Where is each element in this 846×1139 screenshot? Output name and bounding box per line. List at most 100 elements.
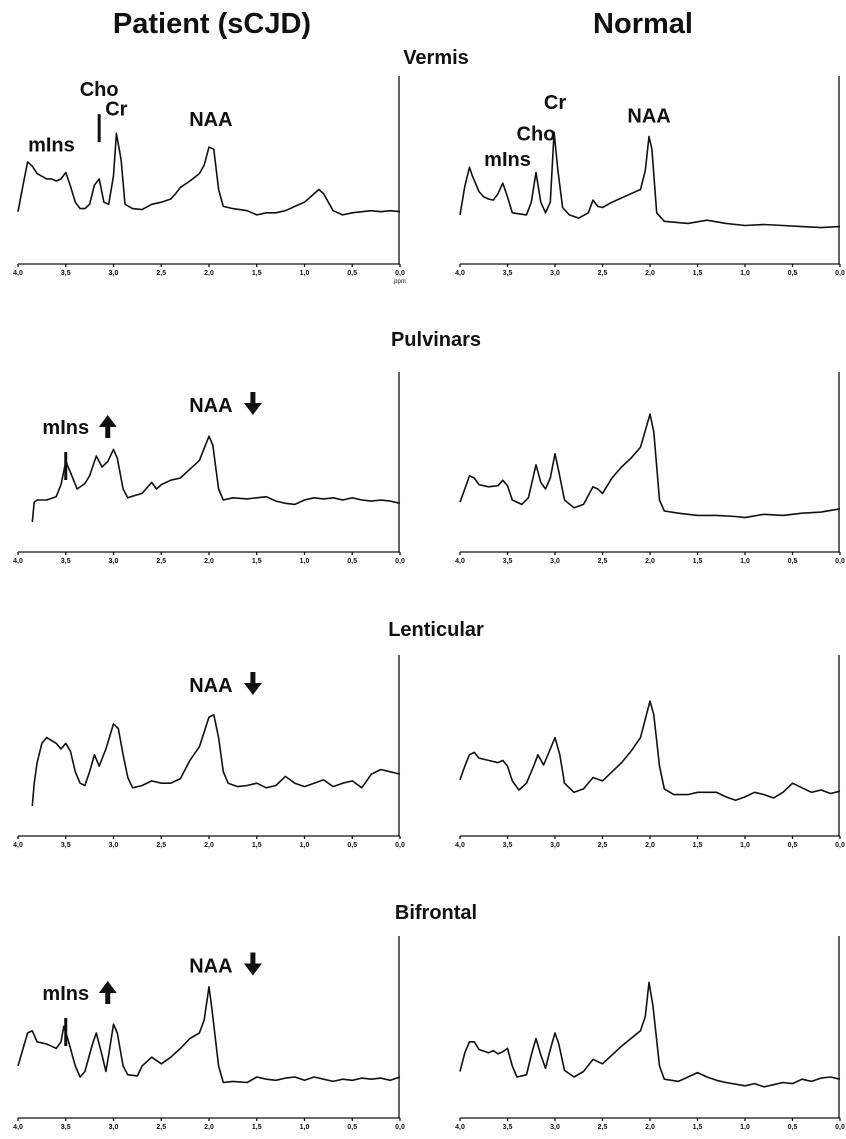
x-tick-label: 3,5 [61,558,71,565]
x-tick-label: 1,0 [740,558,750,565]
x-tick-label: 2,0 [645,270,655,277]
peak-label-mins: mIns [42,983,89,1005]
x-tick-label: 3,5 [503,270,513,277]
peak-label-mins: mIns [28,134,75,156]
x-tick-label: 3,0 [550,558,560,565]
x-tick-label: 1,5 [252,558,262,565]
x-tick-label: 0,5 [347,1124,357,1131]
x-tick-label: 1,5 [252,270,262,277]
x-tick-label: 2,5 [156,558,166,565]
x-tick-label: 2,5 [598,558,608,565]
peak-label-naa: NAA [189,956,232,978]
x-tick-label: 0,0 [395,842,405,849]
x-tick-label: 2,5 [598,1124,608,1131]
x-tick-label: 3,5 [61,270,71,277]
x-tick-label: 1,0 [740,842,750,849]
x-tick-label: 3,5 [503,558,513,565]
x-tick-label: 4,0 [13,270,23,277]
spectrum-line [459,700,841,802]
x-tick-label: 1,0 [740,1124,750,1131]
x-tick-label: 1,5 [693,842,703,849]
x-tick-label: 0,5 [788,558,798,565]
region-label-vermis: Vermis [403,47,469,69]
x-tick-label: 0,5 [788,270,798,277]
x-tick-label: 0,0 [395,558,405,565]
spectrum-line [459,131,841,229]
x-tick-label: 2,0 [204,1124,214,1131]
x-tick-label: 3,5 [61,842,71,849]
x-tick-label: 3,0 [109,1124,119,1131]
x-tick-label: 1,0 [300,270,310,277]
x-tick-label: 0,0 [395,270,405,277]
x-tick-label: 2,5 [598,842,608,849]
spectrum-panel-0: 4,0 3,5 3,0 2,5 2,0 1,5 1,0 0,5 0,0 ppm Vermis mIns… [13,47,469,285]
spectrum-panel-5: 4,0 3,5 3,0 2,5 2,0 1,5 1,0 0,5 0,0 [455,655,845,849]
x-tick-label: 3,0 [109,842,119,849]
x-tick-label: 0,0 [835,270,845,277]
spectrum-panel-2: 4,0 3,5 3,0 2,5 2,0 1,5 1,0 0,5 0,0 Pulvinars mIns… [13,329,481,565]
spectrum-panel-3: 4,0 3,5 3,0 2,5 2,0 1,5 1,0 0,5 0,0 [455,372,845,565]
arrow-down-icon [243,672,262,695]
x-tick-label: 4,0 [13,842,23,849]
x-tick-label: 1,0 [740,270,750,277]
x-tick-label: 4,0 [455,1124,465,1131]
spectrum-line [31,435,401,523]
peak-label-naa: NAA [189,395,232,417]
x-tick-label: 1,5 [693,1124,703,1131]
x-tick-label: 4,0 [455,842,465,849]
peak-label-cr: Cr [105,98,127,120]
x-tick-label: 2,0 [645,842,655,849]
spectrum-panel-6: 4,0 3,5 3,0 2,5 2,0 1,5 1,0 0,5 0,0 Bifrontal mIns… [13,902,477,1131]
x-tick-label: 0,5 [347,558,357,565]
x-tick-label: 2,5 [598,270,608,277]
x-tick-label: 1,0 [300,558,310,565]
arrow-down-icon [243,392,262,415]
x-tick-label: 3,0 [109,558,119,565]
region-label-lenticular: Lenticular [388,619,484,641]
peak-label-mins: mIns [42,417,89,439]
x-tick-label: 0,5 [788,842,798,849]
x-tick-label: 3,0 [550,270,560,277]
x-tick-label: 0,5 [347,270,357,277]
spectrum-line [31,714,401,807]
spectrum-line [17,986,401,1084]
region-label-pulvinars: Pulvinars [391,329,481,351]
spectrum-panel-4: 4,0 3,5 3,0 2,5 2,0 1,5 1,0 0,5 0,0 Lenticular NAA [13,619,484,849]
spectrum-panel-1: 4,0 3,5 3,0 2,5 2,0 1,5 1,0 0,5 0,0 mIns Cho Cr NAA [455,76,845,277]
x-tick-label: 4,0 [13,558,23,565]
x-unit-label: ppm [394,279,406,285]
x-tick-label: 0,0 [835,558,845,565]
x-tick-label: 0,0 [835,842,845,849]
x-tick-label: 3,5 [503,842,513,849]
x-tick-label: 3,5 [503,1124,513,1131]
peak-label-mins: mIns [484,149,531,171]
region-label-bifrontal: Bifrontal [395,902,477,924]
peak-label-naa: NAA [189,675,232,697]
peak-label-cho: Cho [80,79,119,101]
peak-label-cr: Cr [544,92,566,114]
x-tick-label: 0,5 [347,842,357,849]
arrow-up-icon [98,981,117,1004]
x-tick-label: 4,0 [455,558,465,565]
x-tick-label: 1,0 [300,1124,310,1131]
x-tick-label: 2,0 [204,558,214,565]
x-tick-label: 2,5 [156,1124,166,1131]
x-tick-label: 3,0 [550,842,560,849]
spectrum-panel-7: 4,0 3,5 3,0 2,5 2,0 1,5 1,0 0,5 0,0 [455,936,845,1131]
x-tick-label: 2,0 [204,270,214,277]
column-title-normal: Normal [593,8,693,40]
x-tick-label: 0,0 [835,1124,845,1131]
x-tick-label: 1,0 [300,842,310,849]
column-title-patient: Patient (sCJD) [113,8,311,40]
x-tick-label: 0,5 [788,1124,798,1131]
x-tick-label: 3,0 [109,270,119,277]
x-tick-label: 3,5 [61,1124,71,1131]
spectra-panels: 4,0 3,5 3,0 2,5 2,0 1,5 1,0 0,5 0,0 ppm Vermis mIns… [13,47,845,1131]
x-tick-label: 1,5 [693,558,703,565]
spectrum-line [459,413,841,519]
x-tick-label: 1,5 [693,270,703,277]
peak-label-naa: NAA [189,109,232,131]
arrow-down-icon [243,952,262,976]
x-tick-label: 4,0 [13,1124,23,1131]
